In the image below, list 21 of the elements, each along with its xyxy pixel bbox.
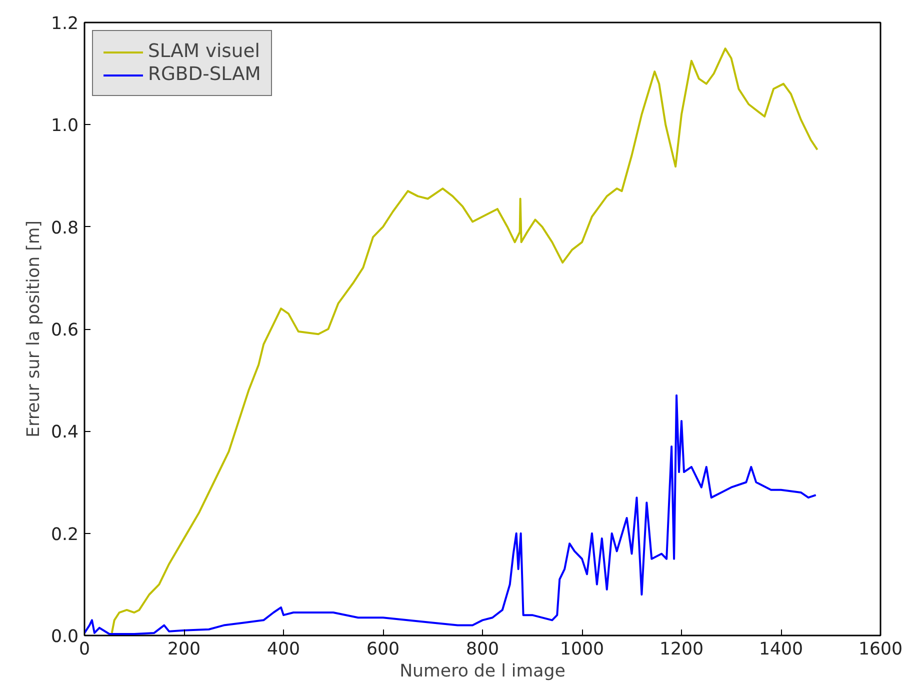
y-axis-title: Erreur sur la position [m] bbox=[24, 220, 44, 438]
x-tick-label: 600 bbox=[366, 640, 400, 660]
x-tick-label: 1600 bbox=[858, 640, 903, 660]
y-tick-label: 0.4 bbox=[50, 422, 79, 443]
y-tick-label: 1.2 bbox=[50, 14, 79, 34]
x-tick-label: 400 bbox=[266, 640, 300, 660]
x-axis-title: Numero de l image bbox=[400, 662, 566, 682]
y-tick-label: 1.0 bbox=[50, 116, 79, 136]
x-tick-label: 1200 bbox=[659, 640, 704, 660]
y-tick-label: 0.6 bbox=[50, 320, 79, 340]
y-tick-label: 0.0 bbox=[50, 627, 79, 647]
legend-label: SLAM visuel bbox=[148, 41, 260, 62]
x-tick-label: 200 bbox=[167, 640, 201, 660]
x-tick-label: 0 bbox=[78, 640, 90, 660]
x-tick-label: 1400 bbox=[758, 640, 804, 660]
line-series bbox=[84, 394, 817, 635]
y-tick-label: 0.2 bbox=[50, 524, 79, 545]
legend-label: RGBD-SLAM bbox=[148, 64, 261, 85]
y-tick-label: 0.8 bbox=[50, 218, 79, 238]
x-tick-label: 800 bbox=[466, 640, 500, 660]
x-tick-label: 1000 bbox=[560, 640, 604, 660]
